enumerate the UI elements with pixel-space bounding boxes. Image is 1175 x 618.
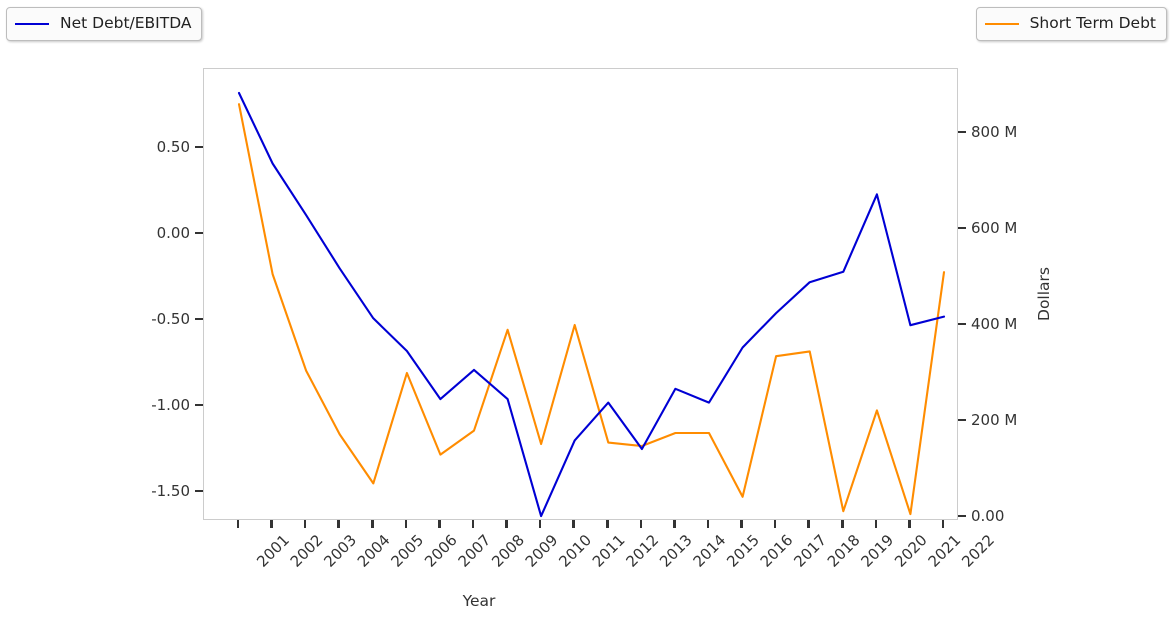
x-axis-tick bbox=[807, 520, 810, 528]
y-axis-left-tick-label: -1.00 bbox=[151, 396, 190, 414]
y-axis-left-tick bbox=[195, 145, 203, 149]
x-axis-tick bbox=[874, 520, 878, 528]
x-axis-tick bbox=[270, 520, 273, 528]
y-axis-right-tick bbox=[958, 418, 966, 422]
x-axis-tick-label: 2017 bbox=[790, 531, 831, 571]
y-axis-left-tick-label: 0.50 bbox=[156, 138, 190, 156]
x-axis-tick-label: 2001 bbox=[253, 531, 293, 571]
x-axis-tick bbox=[505, 520, 508, 528]
series-line-short-term-debt bbox=[237, 103, 946, 516]
x-axis-tick-label: 2003 bbox=[320, 531, 361, 571]
y-axis-right-tick-label: 800 M bbox=[971, 123, 1018, 141]
series-line-net-debt-ebitda bbox=[237, 91, 946, 518]
y-axis-right-tick bbox=[958, 226, 966, 230]
x-axis-tick bbox=[404, 520, 408, 528]
y-axis-left-tick bbox=[195, 231, 203, 235]
x-axis-tick bbox=[303, 520, 307, 528]
x-axis-tick-label: 2002 bbox=[286, 531, 327, 571]
y-axis-right-tick-label: 600 M bbox=[971, 219, 1018, 237]
x-axis-tick-label: 2018 bbox=[823, 531, 864, 571]
x-axis-tick bbox=[438, 520, 441, 528]
y-axis-right-label: Dollars bbox=[1035, 267, 1053, 321]
x-axis-tick bbox=[941, 520, 945, 528]
y-axis-right-tick bbox=[958, 130, 966, 134]
x-axis-tick bbox=[773, 520, 777, 528]
x-axis-tick-label: 2011 bbox=[588, 531, 629, 571]
legend-label-right: Short Term Debt bbox=[1029, 14, 1156, 33]
x-axis-tick bbox=[471, 520, 475, 528]
y-axis-left-tick-label: -0.50 bbox=[151, 310, 190, 328]
y-axis-left-tick-label: 0.00 bbox=[156, 224, 190, 242]
x-axis-tick-label: 2009 bbox=[521, 531, 562, 571]
x-axis-tick-label: 2019 bbox=[857, 531, 898, 571]
x-axis-tick-label: 2008 bbox=[488, 531, 528, 571]
legend-line-swatch-icon bbox=[984, 23, 1019, 25]
x-axis-label: Year bbox=[462, 592, 496, 610]
x-axis-tick bbox=[236, 520, 240, 528]
x-axis-tick-label: 2015 bbox=[723, 531, 763, 571]
x-axis-tick-label: 2013 bbox=[656, 531, 696, 571]
plot-area bbox=[203, 68, 958, 520]
legend-label-left: Net Debt/EBITDA bbox=[60, 14, 192, 33]
x-axis-tick-label: 2020 bbox=[891, 531, 931, 571]
x-axis-tick-label: 2007 bbox=[454, 531, 495, 571]
legend-line-swatch-icon bbox=[15, 23, 49, 25]
y-axis-left-tick bbox=[195, 403, 203, 407]
y-axis-right-tick bbox=[958, 322, 966, 326]
y-axis-right-tick bbox=[958, 514, 966, 518]
x-axis-tick bbox=[337, 520, 340, 528]
y-axis-left-tick bbox=[195, 489, 203, 493]
legend-net-debt-ebitda[interactable]: Net Debt/EBITDA bbox=[6, 7, 203, 41]
x-axis-tick bbox=[673, 520, 676, 528]
y-axis-left-tick-label: -1.50 bbox=[151, 482, 190, 500]
x-axis-tick bbox=[370, 520, 374, 528]
y-axis-right-tick-label: 400 M bbox=[971, 315, 1018, 333]
x-axis-tick-label: 2005 bbox=[387, 531, 428, 571]
x-axis-tick-label: 2021 bbox=[924, 531, 965, 571]
x-axis-tick bbox=[740, 520, 743, 528]
x-axis-tick-label: 2014 bbox=[689, 531, 730, 571]
y-axis-right-tick-label: 0.00 bbox=[971, 507, 1005, 525]
legend-short-term-debt[interactable]: Short Term Debt bbox=[975, 7, 1167, 41]
x-axis-tick bbox=[706, 520, 710, 528]
x-axis-tick-label: 2012 bbox=[622, 531, 663, 571]
x-axis-tick-label: 2004 bbox=[353, 531, 394, 571]
x-axis-tick bbox=[572, 520, 575, 528]
x-axis-tick-label: 2016 bbox=[756, 531, 797, 571]
plot-lines bbox=[237, 91, 946, 518]
x-axis-tick bbox=[908, 520, 911, 528]
x-axis-tick-label: 2006 bbox=[421, 531, 461, 571]
x-axis-tick bbox=[639, 520, 643, 528]
x-axis-tick bbox=[605, 520, 609, 528]
y-axis-right-tick-label: 200 M bbox=[971, 411, 1018, 429]
x-axis-tick bbox=[538, 520, 542, 528]
x-axis-tick-label: 2022 bbox=[958, 531, 998, 571]
x-axis-tick-label: 2010 bbox=[555, 531, 596, 571]
y-axis-left-tick bbox=[195, 317, 203, 321]
x-axis-tick bbox=[840, 520, 844, 528]
